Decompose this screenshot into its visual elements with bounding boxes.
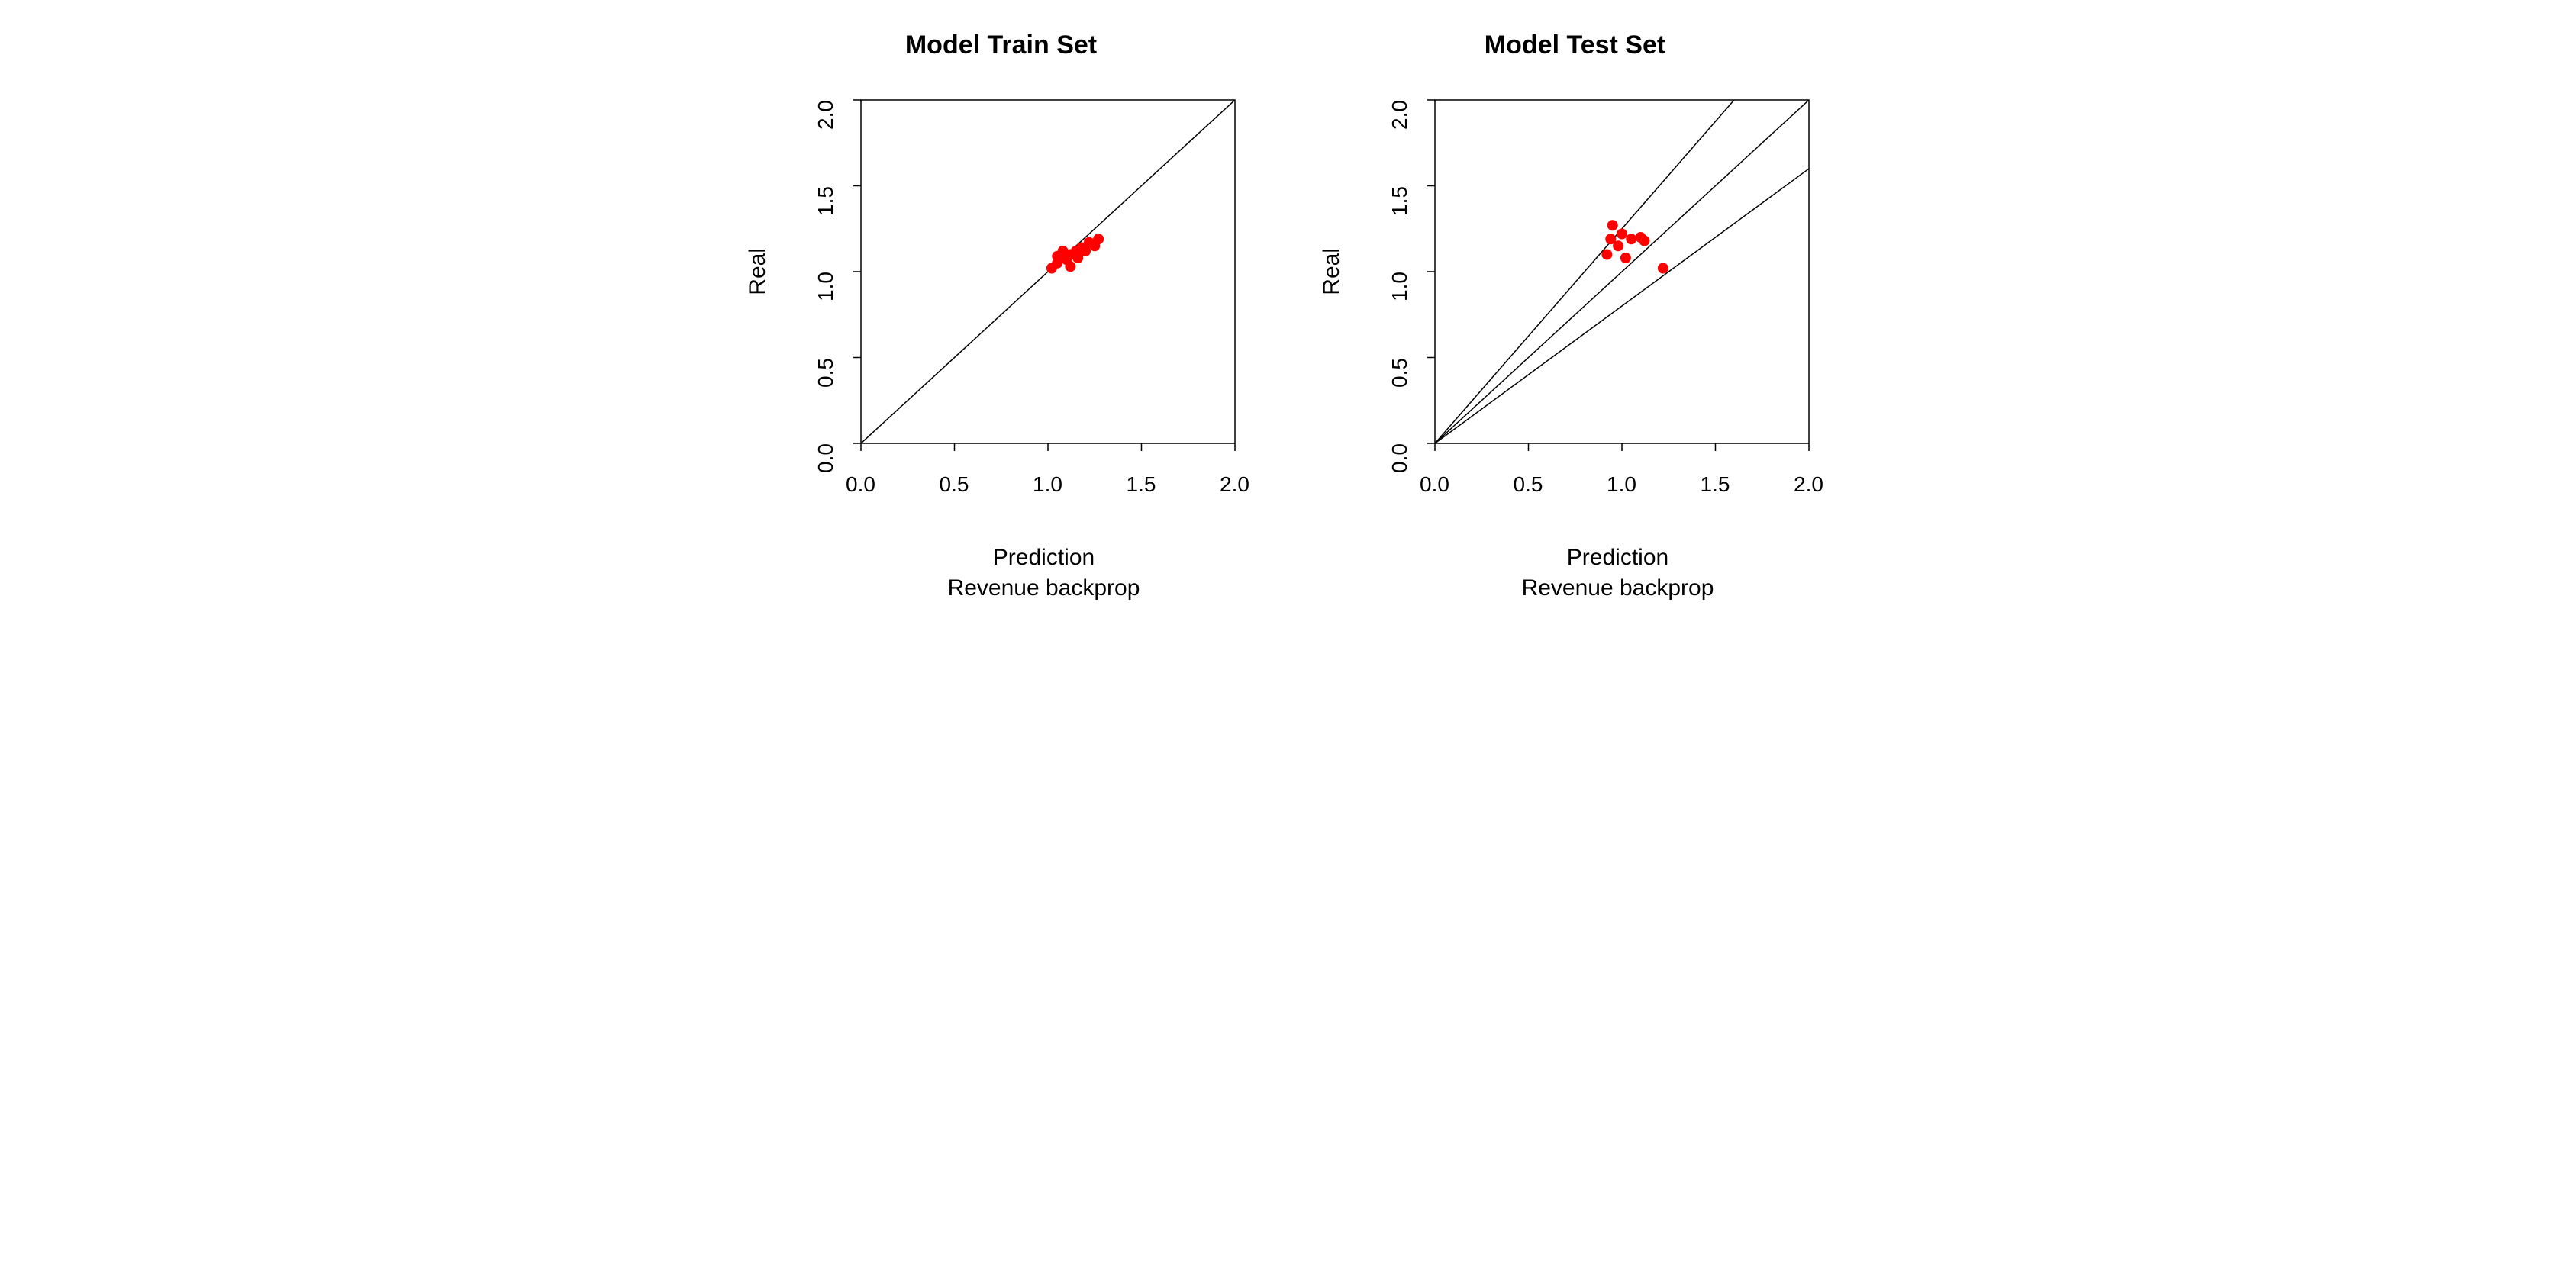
spacer bbox=[1351, 514, 1404, 604]
x-tick-label: 0.0 bbox=[846, 472, 875, 497]
x-tick-label: 2.0 bbox=[1794, 472, 1823, 497]
reference-line bbox=[1404, 77, 1832, 466]
figure: Model Train SetReal0.00.51.01.52.0Real0.… bbox=[0, 0, 2576, 635]
y-tick-label: 0.5 bbox=[1388, 358, 1412, 388]
panel-title: Model Train Set bbox=[905, 31, 1097, 60]
data-point bbox=[1620, 253, 1630, 263]
x-tick-labels: 0.0 0.5 1.0 1.5 2.0 bbox=[830, 466, 1258, 497]
y-tick-label: 0.5 bbox=[814, 358, 838, 388]
data-point bbox=[1093, 234, 1104, 244]
data-point bbox=[1639, 236, 1649, 246]
y-tick-labels: 0.00.51.01.52.0 bbox=[1351, 77, 1404, 466]
x-tick-label: 0.5 bbox=[1514, 472, 1543, 497]
x-axis-label-line2: Revenue backprop bbox=[830, 573, 1258, 604]
y-tick-label: 2.0 bbox=[814, 100, 838, 130]
panel-test: Model Test SetReal0.00.51.01.52.0Real0.0… bbox=[1319, 31, 1832, 604]
data-point bbox=[1607, 220, 1617, 230]
panel-title: Model Test Set bbox=[1485, 31, 1665, 60]
data-point bbox=[1601, 250, 1612, 260]
data-point bbox=[1657, 263, 1668, 274]
x-tick-label: 1.0 bbox=[1033, 472, 1062, 497]
y-tick-label: 1.0 bbox=[1388, 272, 1412, 301]
x-tick-label: 0.0 bbox=[1420, 472, 1449, 497]
y-axis-label: Real bbox=[1319, 248, 1345, 295]
x-axis-label-line2: Revenue backprop bbox=[1404, 573, 1832, 604]
panel-train: Model Train SetReal0.00.51.01.52.0Real0.… bbox=[745, 31, 1258, 604]
y-tick-labels: 0.00.51.01.52.0 bbox=[777, 77, 830, 466]
x-axis-label-holder: PredictionRevenue backprop bbox=[830, 535, 1258, 604]
y-tick-label: 1.5 bbox=[814, 186, 838, 216]
x-axis-label-line1: Prediction bbox=[1404, 543, 1832, 574]
reference-line bbox=[1404, 141, 1832, 466]
y-tick-label: 1.0 bbox=[814, 272, 838, 301]
y-axis-label: Real bbox=[745, 248, 771, 295]
plot-row: Real0.00.51.01.52.0 bbox=[1319, 77, 1832, 466]
data-point bbox=[1613, 240, 1623, 251]
x-axis-label-line1: Prediction bbox=[830, 543, 1258, 574]
plot-area bbox=[1404, 77, 1832, 466]
reference-line bbox=[1404, 77, 1832, 466]
plot-area bbox=[830, 77, 1258, 466]
y-tick-label: 2.0 bbox=[1388, 100, 1412, 130]
x-axis-label: PredictionRevenue backprop bbox=[1404, 543, 1832, 604]
data-point bbox=[1626, 234, 1636, 244]
data-point bbox=[1065, 261, 1075, 272]
plot-row: Real0.00.51.01.52.0 bbox=[745, 77, 1258, 466]
reference-line bbox=[830, 77, 1258, 466]
data-point bbox=[1617, 229, 1627, 240]
spacer bbox=[777, 514, 830, 604]
x-tick-label: 2.0 bbox=[1220, 472, 1249, 497]
x-tick-label: 1.0 bbox=[1607, 472, 1636, 497]
x-tick-label: 1.5 bbox=[1701, 472, 1730, 497]
x-tick-label: 0.5 bbox=[940, 472, 969, 497]
x-tick-label: 1.5 bbox=[1127, 472, 1156, 497]
x-axis-label: PredictionRevenue backprop bbox=[830, 543, 1258, 604]
x-tick-labels: 0.0 0.5 1.0 1.5 2.0 bbox=[1404, 466, 1832, 497]
x-axis-label-holder: PredictionRevenue backprop bbox=[1404, 535, 1832, 604]
y-tick-label: 1.5 bbox=[1388, 186, 1412, 216]
